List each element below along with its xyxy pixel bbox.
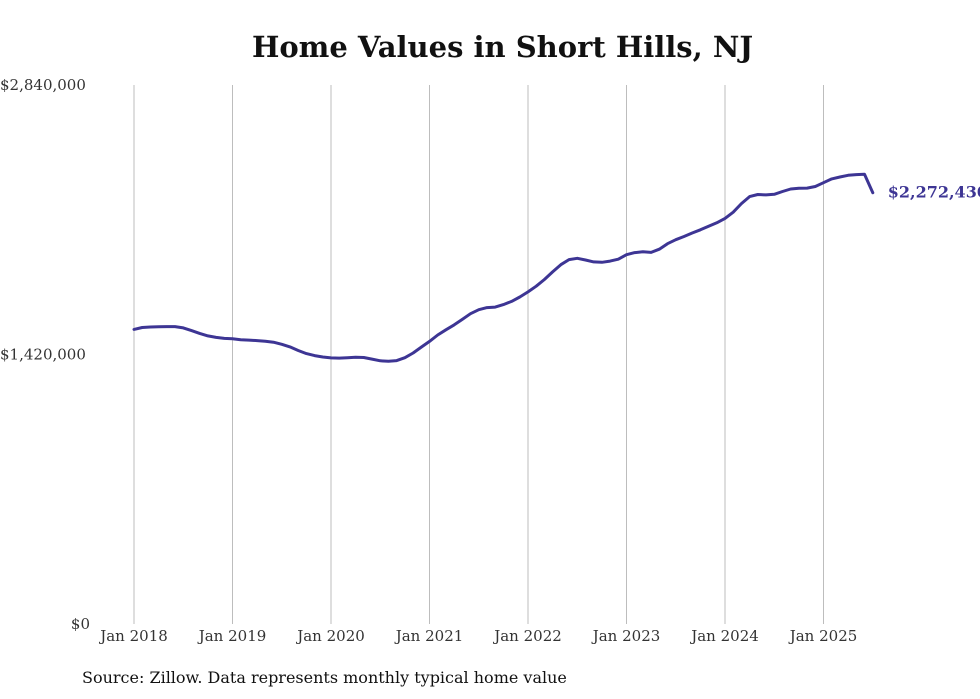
x-axis-ticks: Jan 2018 Jan 2019 Jan 2020 Jan 2021 Jan 2022… [98, 627, 857, 645]
x-tick-label: Jan 2020 [295, 627, 365, 645]
y-tick-label: $0 [71, 615, 90, 633]
end-value-label: $2,272,430 [888, 183, 980, 202]
x-tick-label: Jan 2025 [788, 627, 858, 645]
y-tick-label: $1,420,000 [0, 346, 86, 364]
source-note: Source: Zillow. Data represents monthly … [82, 668, 567, 687]
series-line-home-value [132, 172, 875, 363]
x-tick-label: Jan 2024 [689, 627, 759, 645]
x-tick-label: Jan 2023 [591, 627, 661, 645]
x-tick-label: Jan 2022 [492, 627, 562, 645]
chart-title: Home Values in Short Hills, NJ [251, 30, 754, 64]
x-tick-label: Jan 2018 [98, 627, 168, 645]
x-tick-label: Jan 2021 [394, 627, 464, 645]
y-axis-ticks: $2,840,000 $1,420,000 $0 [0, 76, 90, 633]
x-tick-label: Jan 2019 [197, 627, 267, 645]
y-tick-label: $2,840,000 [0, 76, 86, 94]
grid-layer [133, 85, 824, 624]
